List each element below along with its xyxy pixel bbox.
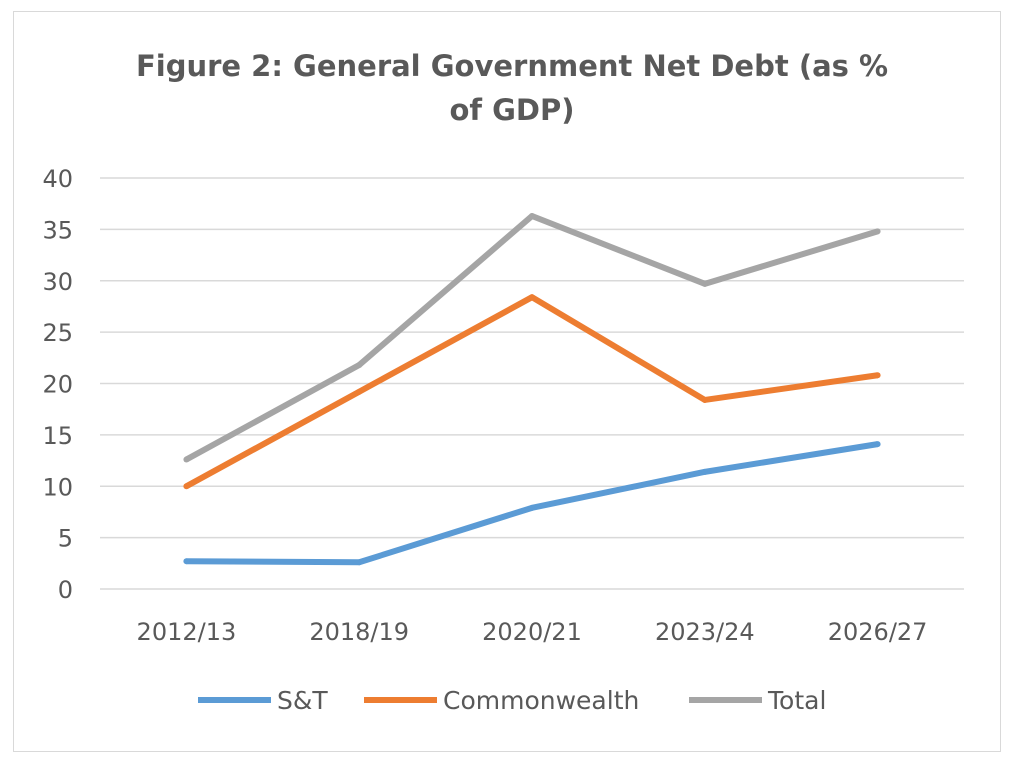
y-tick-label: 40	[42, 165, 73, 193]
data-point	[529, 213, 535, 220]
data-point	[529, 504, 535, 511]
series-line-0	[186, 441, 879, 566]
y-tick-label: 0	[58, 576, 73, 604]
data-point	[874, 441, 881, 448]
data-point	[874, 372, 881, 379]
data-point	[356, 388, 363, 395]
x-tick-label: 2018/19	[309, 618, 409, 646]
data-point	[356, 559, 363, 566]
series-lines	[183, 213, 881, 566]
data-point	[529, 294, 535, 301]
data-point	[183, 456, 190, 463]
chart-title-line-1: Figure 2: General Government Net Debt (a…	[135, 49, 889, 83]
data-point	[701, 280, 708, 287]
legend-label-1: Commonwealth	[443, 686, 639, 715]
data-point	[356, 362, 363, 369]
x-axis-tick-labels: 2012/13 2018/19 2020/21 2023/24 2026/27	[137, 618, 928, 646]
data-point	[183, 558, 190, 565]
y-axis-tick-labels: 0 5 10 15 20 25 30 35 40	[42, 165, 73, 604]
y-tick-label: 35	[42, 216, 73, 244]
y-tick-label: 10	[42, 473, 73, 501]
gridlines	[100, 177, 964, 590]
y-tick-label: 5	[58, 525, 73, 553]
data-point	[701, 468, 708, 475]
y-tick-label: 25	[42, 319, 73, 347]
legend-label-0: S&T	[277, 686, 328, 715]
chart-title: Figure 2: General Government Net Debt (a…	[0, 44, 1024, 132]
x-tick-label: 2012/13	[137, 618, 237, 646]
chart-title-line-2: of GDP)	[449, 93, 575, 127]
legend-label-2: Total	[767, 686, 826, 715]
series-line-2	[184, 213, 879, 463]
data-point	[874, 228, 881, 235]
y-tick-label: 15	[42, 422, 73, 450]
x-tick-label: 2023/24	[655, 618, 755, 646]
x-tick-label: 2026/27	[828, 618, 928, 646]
data-point	[183, 483, 190, 490]
y-tick-label: 30	[42, 268, 73, 296]
legend: S&T Commonwealth Total	[198, 686, 826, 715]
y-tick-label: 20	[42, 371, 73, 399]
x-tick-label: 2020/21	[482, 618, 582, 646]
data-point	[701, 396, 708, 403]
